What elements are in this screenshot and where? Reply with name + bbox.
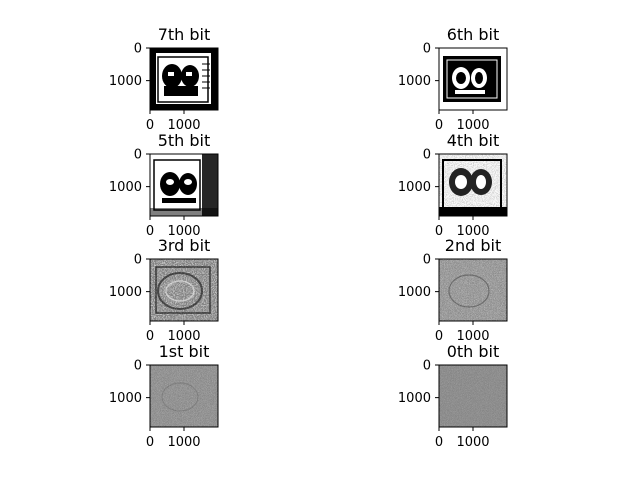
y-tick-label: 1000: [398, 391, 431, 406]
subplot-4: 3rd bit 0 1000 0 1000: [109, 236, 219, 344]
subplot-5: 2nd bit 0 1000 0 1000: [398, 236, 508, 344]
subplot-3: 4th bit 0 1000 0 1000: [398, 131, 508, 239]
y-tick-label: 0: [423, 148, 431, 163]
subplot-title: 3rd bit: [158, 236, 211, 255]
subplot-title: 7th bit: [158, 25, 211, 44]
panel-image-1: [439, 48, 507, 110]
y-tick-label: 0: [134, 148, 142, 163]
x-tick-label: 0: [435, 118, 443, 133]
panel-image-4: [150, 259, 218, 321]
x-tick-label: 0: [146, 435, 154, 450]
x-tick-label: 1000: [167, 118, 200, 133]
subplot-1: 6th bit 0 1000 0 1000: [398, 25, 508, 133]
subplot-2: 5th bit 0 1000 0 1000: [109, 131, 219, 239]
y-tick-label: 0: [423, 359, 431, 374]
x-tick-label: 1000: [167, 435, 200, 450]
subplot-title: 6th bit: [447, 25, 500, 44]
subplot-title: 4th bit: [447, 131, 500, 150]
x-tick-label: 1000: [456, 435, 489, 450]
subplot-6: 1st bit 0 1000 0 1000: [109, 342, 219, 450]
x-tick-label: 0: [435, 224, 443, 239]
x-tick-label: 1000: [456, 224, 489, 239]
x-tick-label: 1000: [456, 118, 489, 133]
x-tick-label: 0: [146, 224, 154, 239]
y-tick-label: 0: [423, 42, 431, 57]
x-tick-label: 0: [435, 435, 443, 450]
y-tick-label: 0: [423, 253, 431, 268]
x-tick-label: 0: [435, 329, 443, 344]
subplot-title: 1st bit: [159, 342, 210, 361]
panel-image-3: [439, 154, 507, 216]
panel-image-7: [439, 365, 507, 427]
y-tick-label: 1000: [109, 391, 142, 406]
y-tick-label: 0: [134, 359, 142, 374]
x-tick-label: 1000: [456, 329, 489, 344]
panel-image-0: [150, 48, 218, 110]
y-tick-label: 1000: [109, 74, 142, 89]
subplot-title: 0th bit: [447, 342, 500, 361]
x-tick-label: 1000: [167, 329, 200, 344]
y-tick-label: 1000: [398, 74, 431, 89]
panel-image-2: [150, 154, 218, 216]
y-tick-label: 1000: [109, 180, 142, 195]
y-tick-label: 0: [134, 253, 142, 268]
panel-image-6: [150, 365, 218, 427]
subplot-7: 0th bit 0 1000 0 1000: [398, 342, 508, 450]
y-tick-label: 1000: [398, 285, 431, 300]
y-tick-label: 0: [134, 42, 142, 57]
subplot-title: 5th bit: [158, 131, 211, 150]
x-tick-label: 1000: [167, 224, 200, 239]
y-tick-label: 1000: [109, 285, 142, 300]
x-tick-label: 0: [146, 118, 154, 133]
subplot-0: 7th bit 0 1000 0 1000: [109, 25, 219, 133]
x-tick-label: 0: [146, 329, 154, 344]
y-tick-label: 1000: [398, 180, 431, 195]
subplot-title: 2nd bit: [445, 236, 501, 255]
panel-image-5: [439, 259, 507, 321]
